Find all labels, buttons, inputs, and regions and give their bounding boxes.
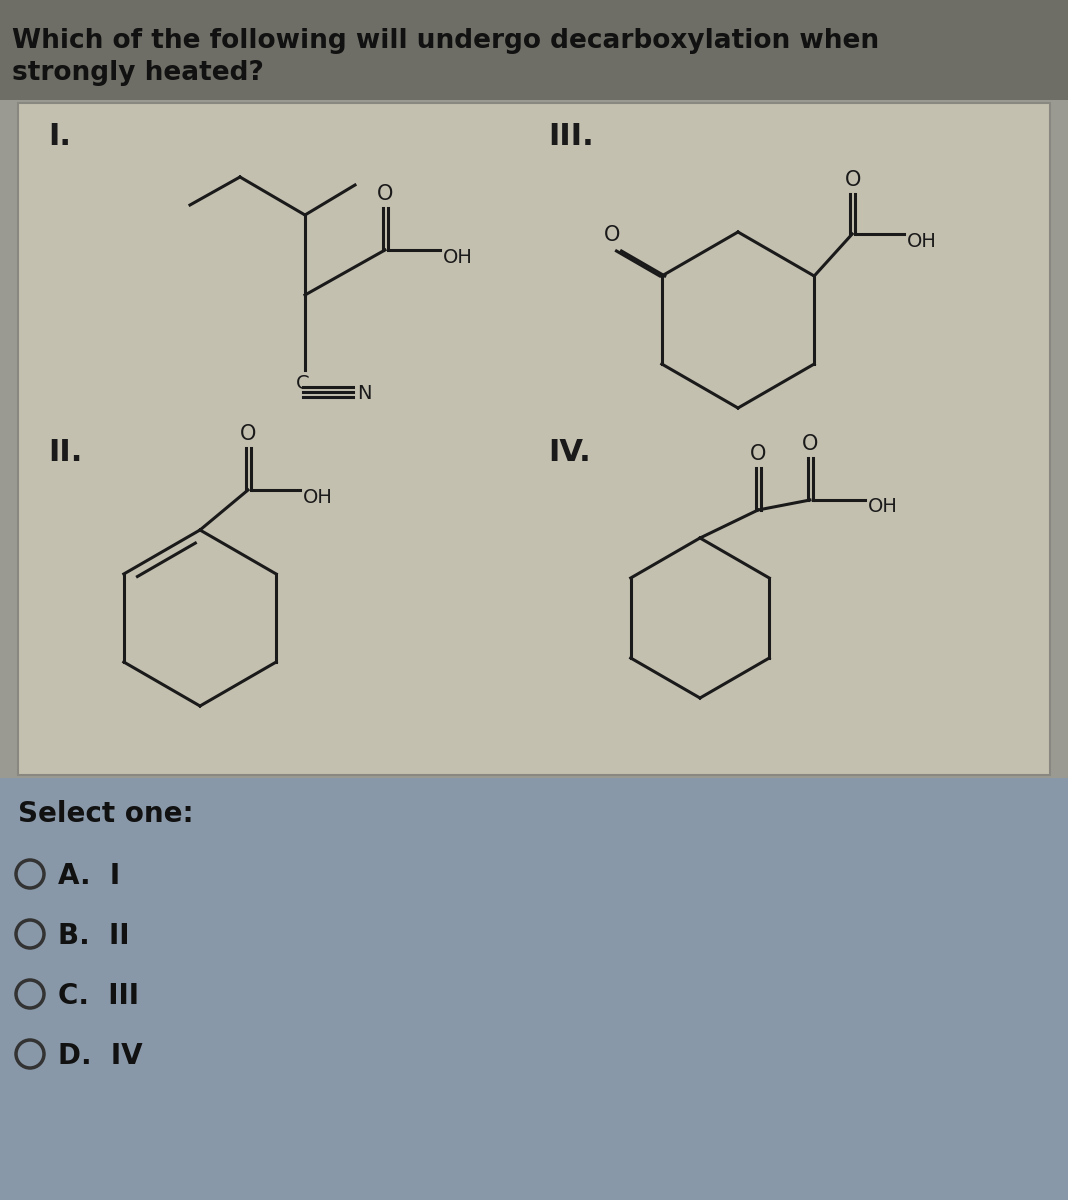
Text: Which of the following will undergo decarboxylation when: Which of the following will undergo deca…	[12, 28, 879, 54]
Text: O: O	[377, 184, 394, 204]
Bar	[0, 0, 1068, 100]
Text: O: O	[802, 434, 819, 454]
Text: O: O	[604, 226, 621, 245]
Text: B.  II: B. II	[58, 922, 129, 950]
Text: strongly heated?: strongly heated?	[12, 60, 264, 86]
Text: D.  IV: D. IV	[58, 1042, 143, 1070]
Text: II.: II.	[48, 438, 82, 467]
Text: I.: I.	[48, 122, 70, 151]
Text: N: N	[357, 384, 372, 403]
Bar	[18, 103, 1050, 775]
Text: OH: OH	[907, 232, 937, 251]
Text: O: O	[751, 444, 767, 464]
Text: A.  I: A. I	[58, 862, 120, 890]
Text: O: O	[845, 170, 861, 190]
Text: IV.: IV.	[548, 438, 591, 467]
Text: III.: III.	[548, 122, 594, 151]
Bar	[0, 778, 1068, 1200]
Text: OH: OH	[303, 488, 333, 506]
Text: C: C	[296, 374, 310, 392]
Text: OH: OH	[443, 248, 473, 266]
Text: C.  III: C. III	[58, 982, 139, 1010]
Text: OH: OH	[868, 497, 898, 516]
Text: O: O	[240, 424, 256, 444]
Text: Select one:: Select one:	[18, 800, 193, 828]
